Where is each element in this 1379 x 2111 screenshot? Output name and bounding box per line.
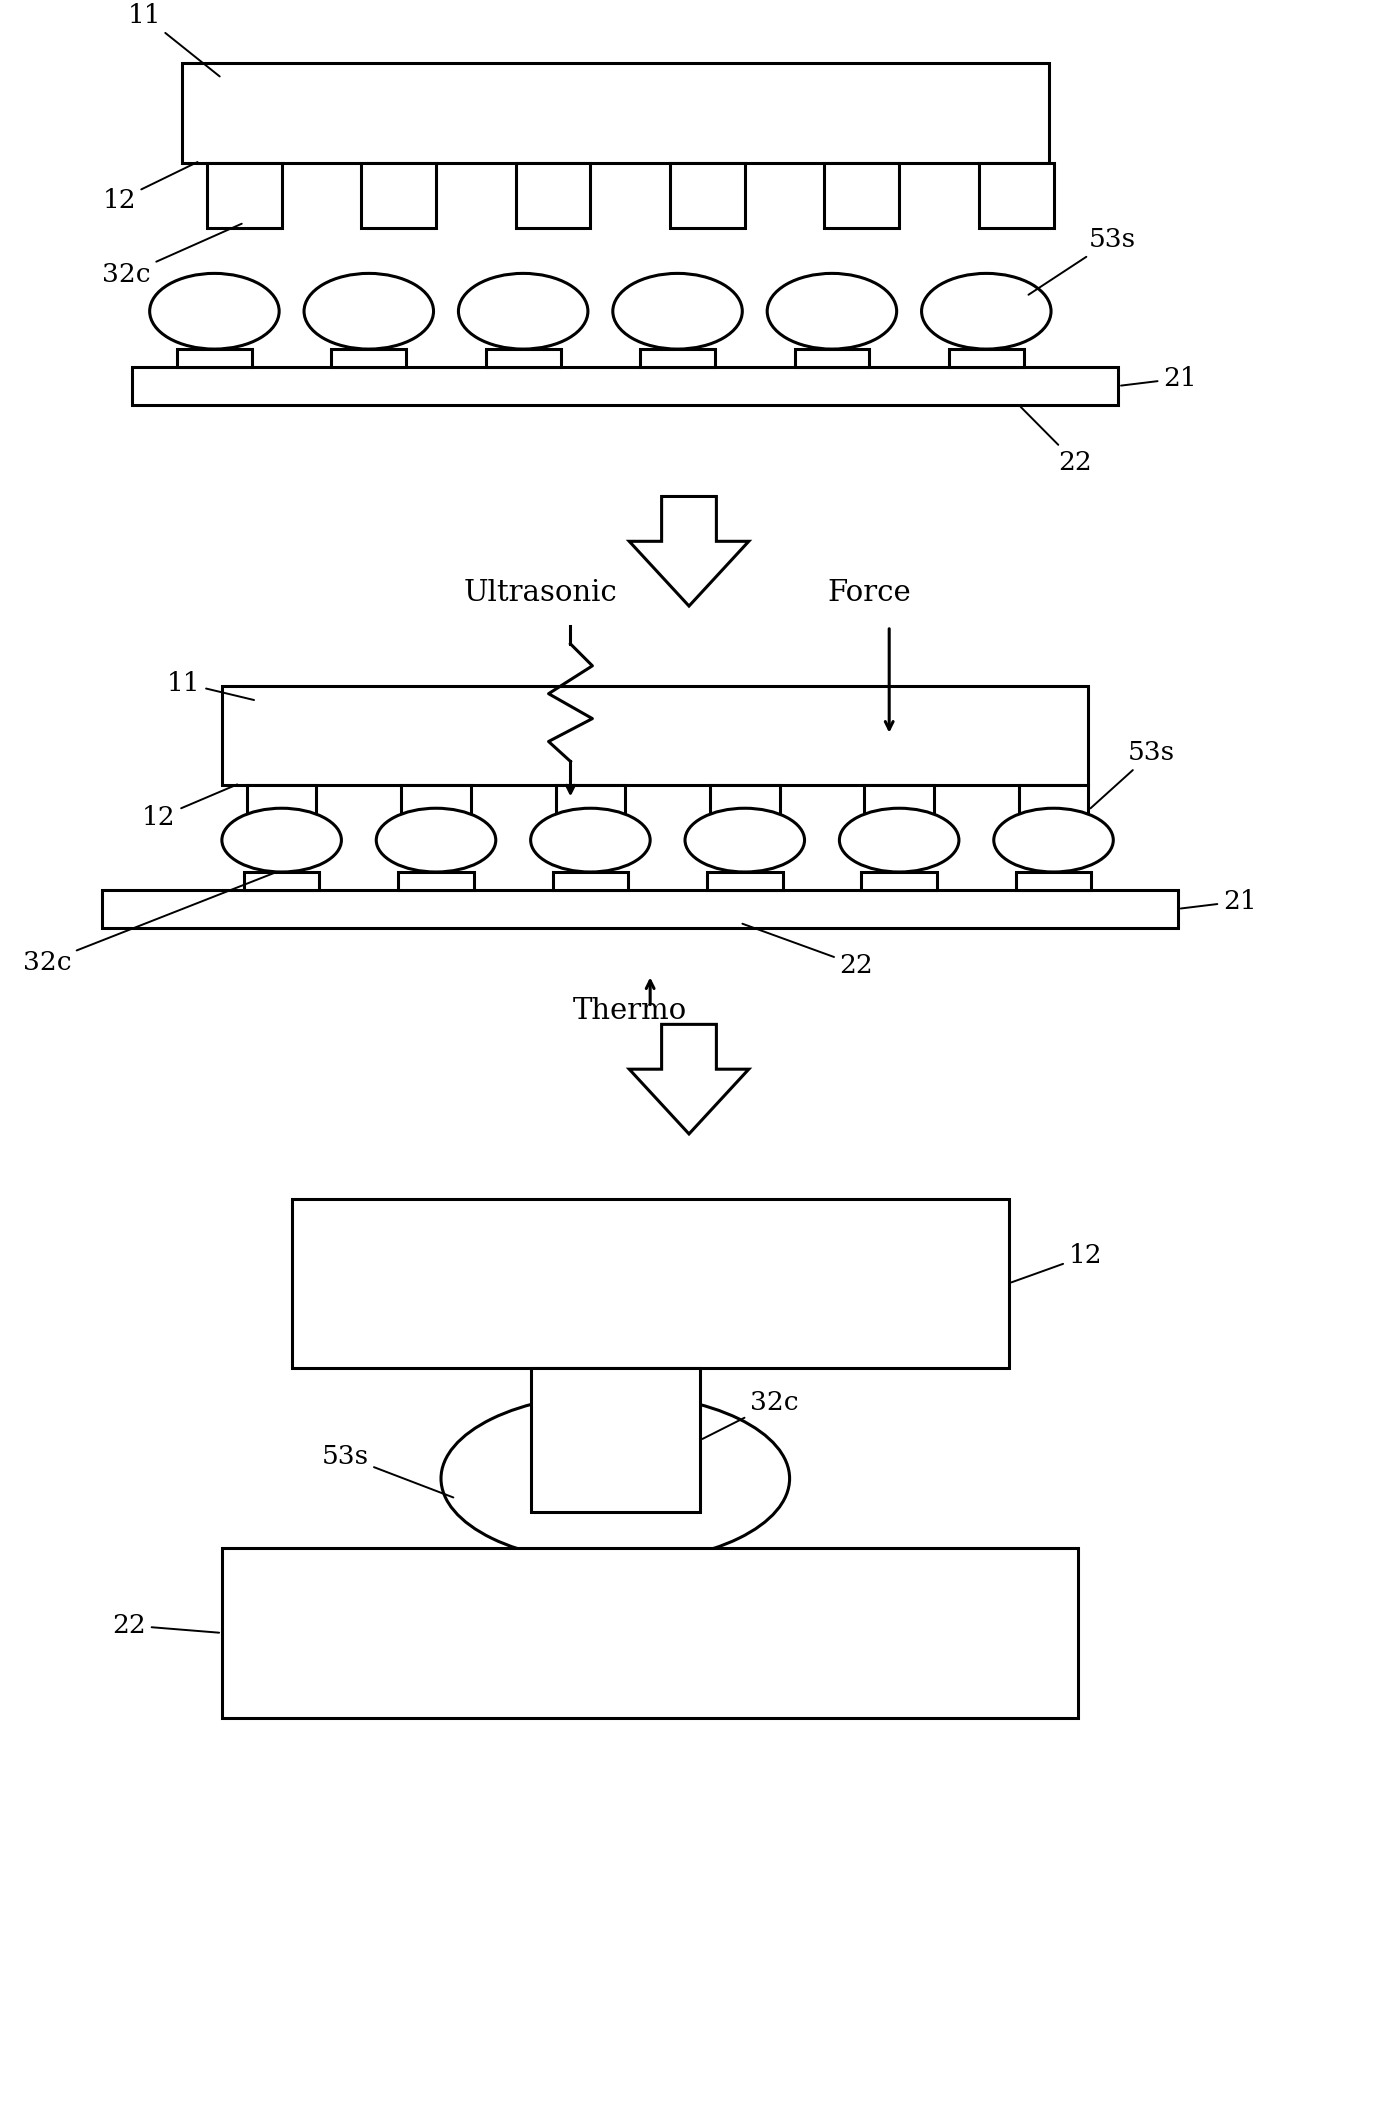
Text: 22: 22 [112, 1613, 219, 1638]
Ellipse shape [994, 809, 1113, 872]
Ellipse shape [441, 1393, 790, 1564]
Polygon shape [629, 1024, 749, 1134]
Bar [222, 686, 1088, 785]
Bar [401, 785, 470, 836]
Text: Thermo: Thermo [574, 996, 687, 1026]
Bar [244, 872, 320, 891]
Text: Force: Force [827, 578, 912, 608]
Text: 12: 12 [102, 163, 197, 213]
Ellipse shape [376, 809, 496, 872]
Ellipse shape [531, 809, 650, 872]
Text: 21: 21 [1121, 365, 1197, 391]
Bar [361, 163, 436, 228]
Bar [531, 1368, 701, 1511]
Bar [222, 1547, 1078, 1718]
Ellipse shape [921, 274, 1051, 348]
Text: Ultrasonic: Ultrasonic [463, 578, 618, 608]
Text: 12: 12 [142, 785, 237, 830]
Text: 32c: 32c [22, 874, 274, 975]
Bar [710, 785, 779, 836]
Ellipse shape [767, 274, 896, 348]
Bar [247, 785, 317, 836]
Ellipse shape [840, 809, 958, 872]
Ellipse shape [150, 274, 279, 348]
Bar [640, 348, 714, 367]
Bar [979, 163, 1054, 228]
Bar [331, 348, 407, 367]
Text: 53s: 53s [1091, 741, 1175, 809]
Text: 32c: 32c [102, 224, 241, 287]
Bar [553, 872, 629, 891]
Bar [1016, 872, 1091, 891]
Bar [949, 348, 1023, 367]
Ellipse shape [685, 809, 804, 872]
Text: 21: 21 [1180, 889, 1256, 914]
Bar [794, 348, 869, 367]
Ellipse shape [612, 274, 742, 348]
Bar [707, 872, 783, 891]
Text: 53s: 53s [1029, 228, 1135, 296]
Text: 11: 11 [167, 671, 254, 701]
Bar [485, 348, 560, 367]
Bar [132, 367, 1118, 405]
Text: 12: 12 [1011, 1243, 1102, 1281]
Ellipse shape [458, 274, 587, 348]
Bar [556, 785, 625, 836]
Bar [291, 1199, 1008, 1368]
Bar [177, 348, 252, 367]
Bar [825, 163, 899, 228]
Text: 22: 22 [742, 925, 873, 977]
Bar [399, 872, 474, 891]
Text: 53s: 53s [321, 1444, 454, 1497]
Bar [207, 163, 281, 228]
Bar [102, 891, 1178, 927]
Polygon shape [629, 496, 749, 606]
Ellipse shape [222, 809, 342, 872]
Text: 32c: 32c [702, 1391, 798, 1440]
Bar [862, 872, 936, 891]
Text: 11: 11 [127, 4, 219, 76]
Ellipse shape [303, 274, 433, 348]
Bar [1019, 785, 1088, 836]
Bar [865, 785, 934, 836]
Bar [182, 63, 1048, 163]
Text: 22: 22 [1020, 407, 1092, 475]
Bar [670, 163, 745, 228]
Bar [516, 163, 590, 228]
